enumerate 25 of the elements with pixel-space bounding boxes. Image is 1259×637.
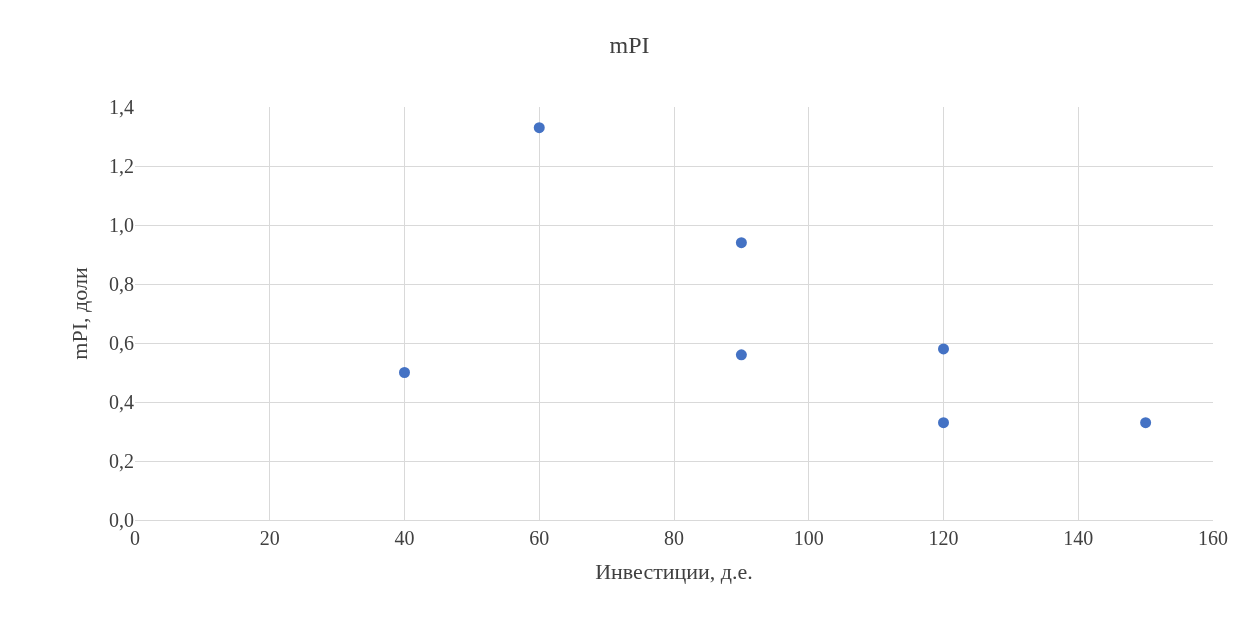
x-tick-label: 100	[793, 527, 824, 549]
chart-title: mPI	[609, 31, 650, 58]
x-tick-label: 60	[529, 527, 550, 549]
y-tick-label: 0,4	[109, 391, 134, 413]
x-tick-label: 40	[394, 527, 415, 549]
point	[533, 122, 545, 134]
y-tick-label: 0,8	[109, 273, 134, 295]
x-axis-title: Инвестиции, д.е.	[595, 558, 753, 584]
y-tick-label: 0,6	[109, 332, 134, 354]
y-tick-label: 0,2	[109, 450, 134, 472]
point	[735, 237, 747, 249]
y-axis-title: mPI, доли	[66, 267, 92, 360]
x-tick-label: 160	[1198, 527, 1228, 549]
x-tick-label: 20	[259, 527, 280, 549]
point	[1140, 417, 1152, 429]
point	[735, 349, 747, 361]
y-tick-label: 1,2	[109, 155, 134, 177]
x-tick-label: 140	[1063, 527, 1094, 549]
x-tick-label: 80	[664, 527, 684, 549]
point	[399, 367, 410, 378]
point	[938, 343, 949, 355]
x-tick-label: 120	[928, 527, 959, 549]
point	[938, 417, 949, 429]
y-tick-label: 1,0	[109, 214, 134, 236]
y-tick-label: 1,4	[109, 96, 134, 118]
